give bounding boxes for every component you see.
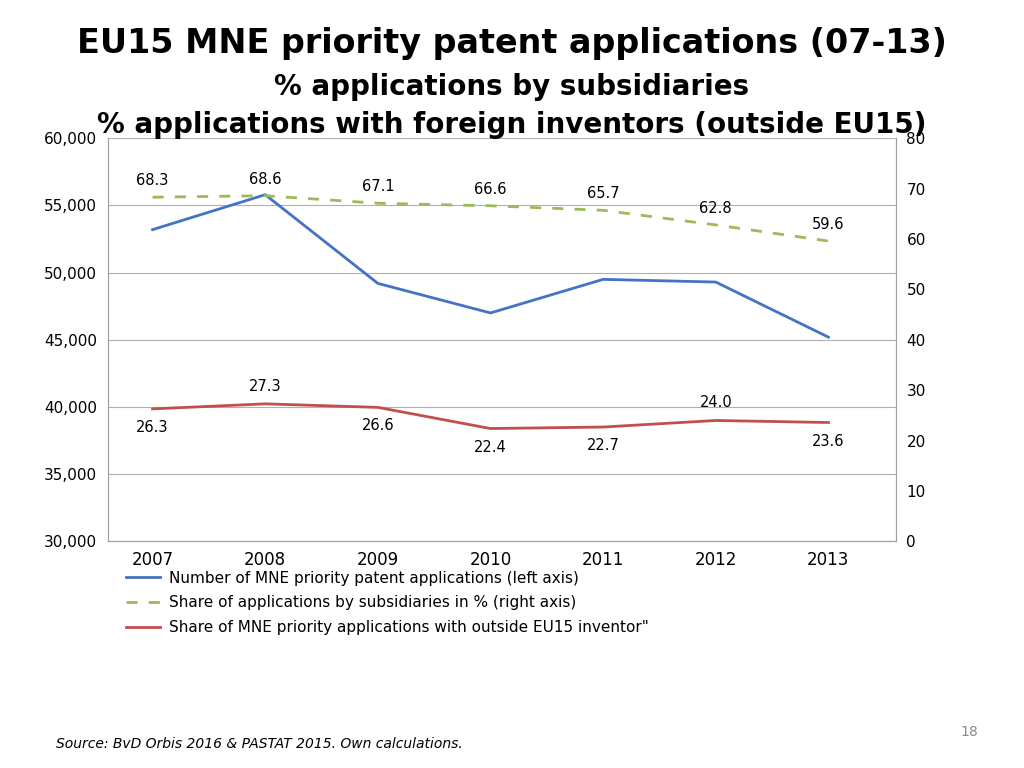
Text: 65.7: 65.7	[587, 187, 620, 201]
Text: 22.7: 22.7	[587, 438, 620, 453]
Text: 59.6: 59.6	[812, 217, 845, 232]
Text: 22.4: 22.4	[474, 439, 507, 455]
Text: 66.6: 66.6	[474, 182, 507, 197]
Text: 67.1: 67.1	[361, 179, 394, 194]
Text: 62.8: 62.8	[699, 201, 732, 216]
Text: % applications with foreign inventors (outside EU15): % applications with foreign inventors (o…	[97, 111, 927, 139]
Text: % applications by subsidiaries: % applications by subsidiaries	[274, 73, 750, 101]
Legend: Number of MNE priority patent applications (left axis), Share of applications by: Number of MNE priority patent applicatio…	[120, 564, 655, 641]
Text: Source: BvD Orbis 2016 & PASTAT 2015. Own calculations.: Source: BvD Orbis 2016 & PASTAT 2015. Ow…	[56, 737, 463, 751]
Text: 26.3: 26.3	[136, 420, 169, 435]
Text: 18: 18	[961, 725, 978, 739]
Text: 27.3: 27.3	[249, 379, 282, 394]
Text: 23.6: 23.6	[812, 434, 845, 449]
Text: EU15 MNE priority patent applications (07-13): EU15 MNE priority patent applications (0…	[77, 27, 947, 60]
Text: 26.6: 26.6	[361, 419, 394, 433]
Text: 68.3: 68.3	[136, 173, 169, 188]
Text: 24.0: 24.0	[699, 396, 732, 410]
Text: 68.6: 68.6	[249, 171, 282, 187]
